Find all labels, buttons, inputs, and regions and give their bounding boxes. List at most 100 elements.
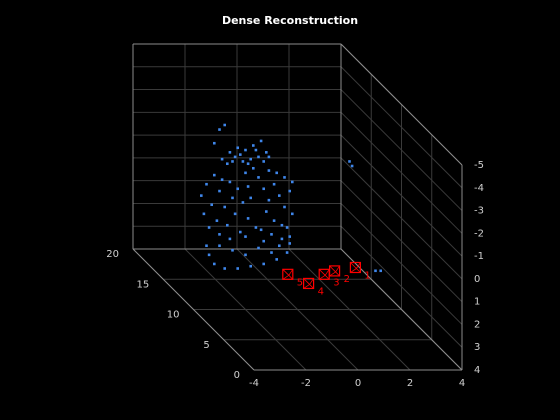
point xyxy=(278,194,281,197)
x-tick-label: 0 xyxy=(355,378,361,389)
point xyxy=(262,262,265,266)
point xyxy=(233,155,237,159)
point xyxy=(218,233,221,236)
z-tick-label: 1 xyxy=(474,297,480,308)
y-tick-label: 10 xyxy=(167,310,180,321)
axis-edge xyxy=(132,248,255,371)
y-tick-label: 5 xyxy=(203,340,209,351)
chart-title: Dense Reconstruction xyxy=(222,14,358,27)
point xyxy=(275,258,278,261)
camera-frustum xyxy=(318,269,330,280)
point xyxy=(223,205,226,209)
point xyxy=(236,146,239,150)
point xyxy=(291,212,294,216)
point xyxy=(233,212,237,216)
grid-line xyxy=(340,89,463,211)
point xyxy=(257,246,260,250)
point xyxy=(280,237,284,241)
point xyxy=(257,176,260,179)
point xyxy=(252,166,255,170)
camera-label: 1 xyxy=(364,271,370,282)
point xyxy=(205,182,208,186)
point xyxy=(226,162,229,166)
point xyxy=(241,201,245,204)
point xyxy=(262,187,265,191)
point xyxy=(283,176,286,179)
point xyxy=(267,198,271,202)
camera-label: 4 xyxy=(318,286,324,297)
grid-line xyxy=(340,134,463,257)
point xyxy=(228,237,232,241)
point xyxy=(207,226,211,229)
point xyxy=(270,251,273,254)
point xyxy=(241,160,245,163)
point xyxy=(205,244,208,248)
grid-line xyxy=(340,111,463,234)
point xyxy=(288,189,291,193)
point xyxy=(267,169,271,172)
point xyxy=(265,151,268,154)
point xyxy=(244,148,247,152)
point xyxy=(239,230,242,234)
point xyxy=(350,164,354,168)
camera-label: 2 xyxy=(344,274,350,285)
point xyxy=(207,253,211,257)
camera xyxy=(349,261,361,274)
point xyxy=(283,205,286,209)
x-tick-label: -4 xyxy=(249,378,259,389)
point xyxy=(202,212,206,216)
grid-line xyxy=(340,66,463,189)
grid-line xyxy=(340,157,463,280)
camera xyxy=(318,268,330,280)
point xyxy=(249,157,252,161)
point xyxy=(218,189,221,193)
point xyxy=(213,262,216,266)
axis-edge xyxy=(340,248,463,371)
point xyxy=(231,160,234,163)
point xyxy=(236,267,239,270)
z-tick-label: 3 xyxy=(474,342,480,353)
camera xyxy=(303,277,315,290)
point xyxy=(252,144,255,147)
point xyxy=(257,155,260,159)
camera-label: 3 xyxy=(333,277,339,288)
axis-edge xyxy=(340,43,463,166)
z-tick-label: -3 xyxy=(474,206,484,217)
point xyxy=(254,148,258,152)
point xyxy=(259,228,263,232)
point xyxy=(272,182,276,186)
point xyxy=(262,160,265,163)
point xyxy=(246,162,250,166)
z-tick-label: -2 xyxy=(474,228,484,239)
point xyxy=(280,223,284,227)
point xyxy=(231,196,234,200)
camera xyxy=(282,268,294,280)
x-tick-label: 4 xyxy=(459,378,465,389)
y-tick-label: 0 xyxy=(234,370,240,381)
point xyxy=(285,251,289,254)
point xyxy=(278,244,281,248)
point xyxy=(275,171,278,175)
z-tick-label: -1 xyxy=(474,251,484,262)
point xyxy=(288,242,291,245)
z-tick-label: 0 xyxy=(474,274,480,285)
point xyxy=(228,151,232,154)
point xyxy=(244,253,247,257)
point xyxy=(218,244,221,248)
point xyxy=(213,141,216,145)
camera-label: 5 xyxy=(297,277,303,288)
x-tick-label: -2 xyxy=(301,378,311,389)
point xyxy=(270,233,273,236)
point xyxy=(220,178,224,181)
camera-frustum xyxy=(329,265,340,277)
point xyxy=(259,139,263,143)
z-tick-label: -5 xyxy=(474,160,484,171)
point xyxy=(215,219,219,222)
point xyxy=(246,217,250,220)
y-tick-label: 20 xyxy=(106,249,119,260)
camera-frustum xyxy=(282,269,294,280)
point xyxy=(374,269,377,273)
point xyxy=(244,235,247,238)
